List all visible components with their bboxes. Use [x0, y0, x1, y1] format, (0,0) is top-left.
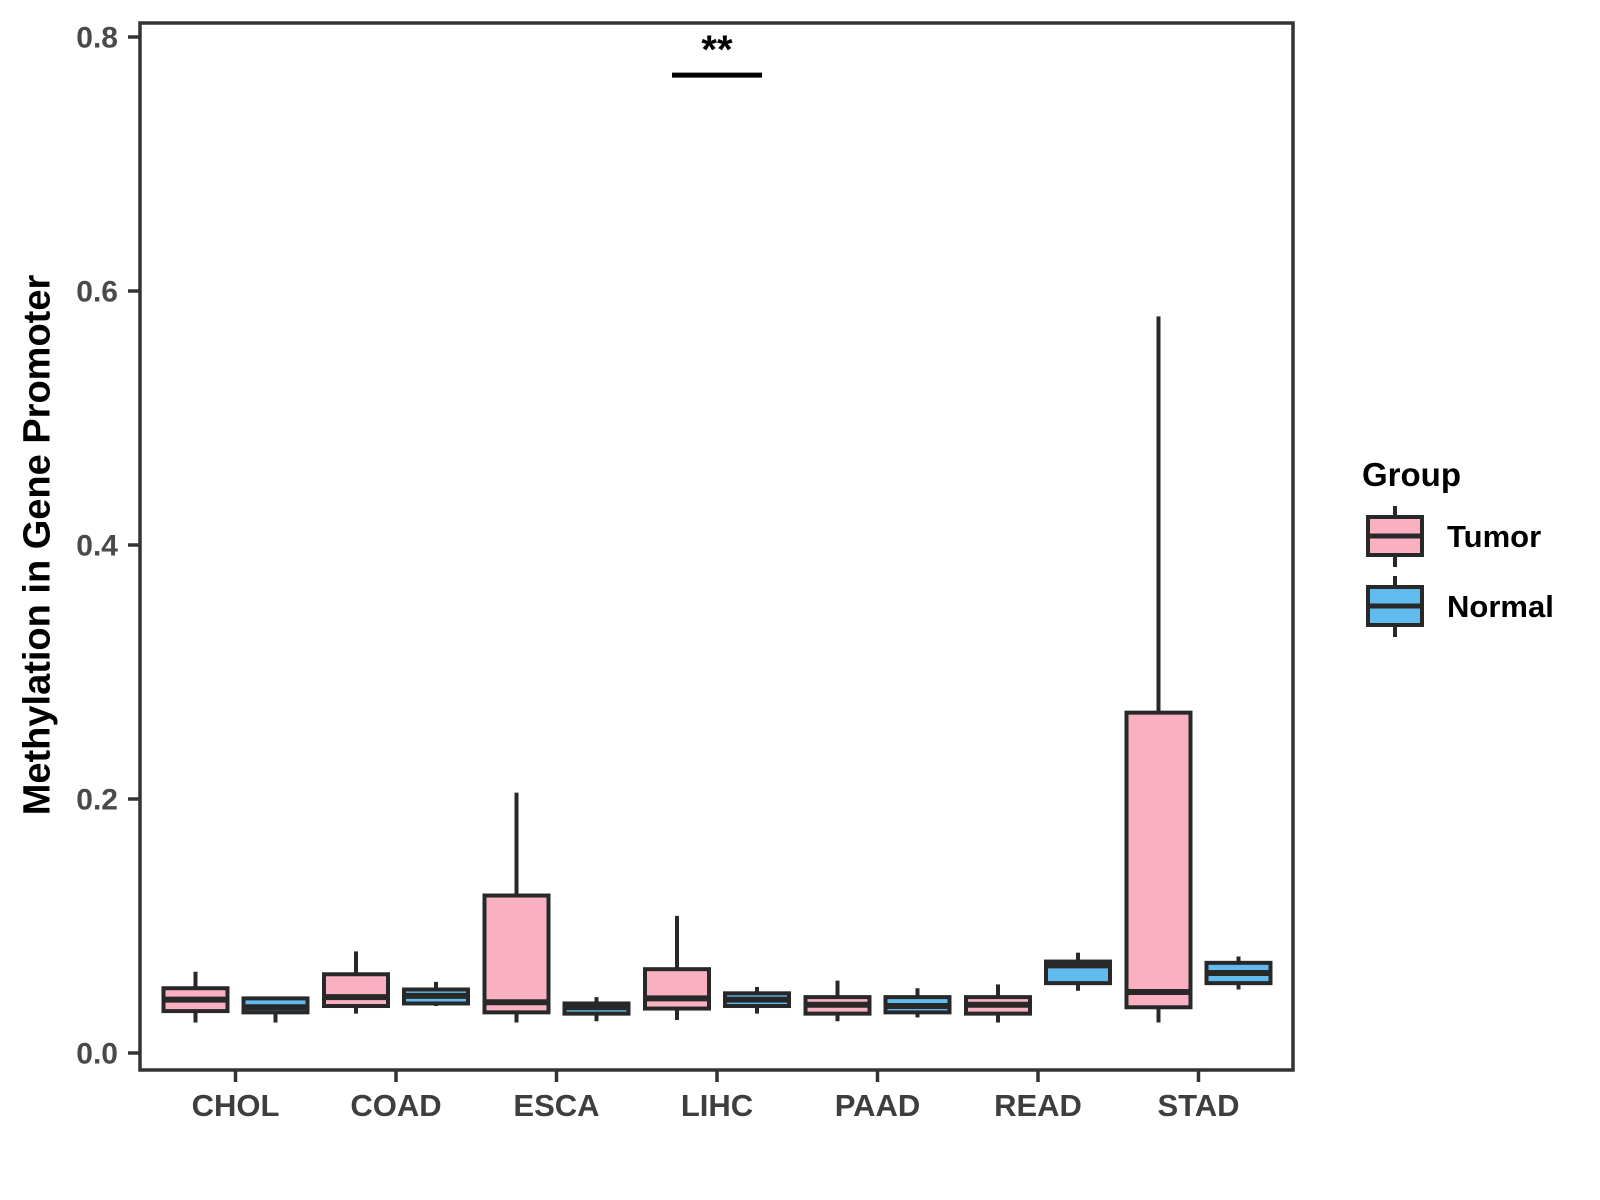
x-tick-label-paad: PAAD — [835, 1088, 921, 1123]
x-tick-label-chol: CHOL — [192, 1088, 280, 1123]
boxplot-paad-normal — [883, 988, 952, 1018]
boxplot-read-normal — [1044, 952, 1112, 991]
box — [482, 893, 551, 1015]
boxplot-esca-normal — [562, 997, 631, 1022]
legend-label-tumor: Tumor — [1447, 519, 1541, 554]
box — [643, 967, 711, 1011]
boxplot-coad-normal — [402, 981, 470, 1007]
boxplot-stad-normal — [1204, 956, 1273, 990]
box — [1124, 710, 1193, 1010]
boxplot-stad-tumor — [1124, 316, 1193, 1023]
x-tick-label-read: READ — [994, 1088, 1082, 1123]
legend-keys — [1366, 506, 1424, 637]
panel-border — [138, 21, 1295, 1072]
boxplot-read-tumor — [964, 984, 1032, 1023]
boxplot-paad-tumor — [803, 980, 872, 1022]
y-tick-label: 0.4 — [76, 530, 118, 563]
significance-label: ** — [701, 28, 733, 72]
legend-label-normal: Normal — [1447, 589, 1554, 624]
boxplot-lihc-tumor — [643, 915, 711, 1020]
x-tick-label-stad: STAD — [1157, 1088, 1239, 1123]
x-tick-label-esca: ESCA — [513, 1088, 599, 1123]
box — [322, 972, 390, 1009]
y-tick-label: 0.6 — [76, 276, 118, 309]
boxplot-coad-tumor — [322, 951, 390, 1014]
x-tick-label-coad: COAD — [350, 1088, 441, 1123]
boxplot-chol-normal — [241, 996, 310, 1023]
boxplot-chol-tumor — [161, 971, 230, 1023]
significance-annotation: ** — [672, 28, 762, 78]
y-tick-label: 0.2 — [76, 784, 118, 817]
x-tick-label-lihc: LIHC — [681, 1088, 753, 1123]
plot-panel: 0.0 0.2 0.4 0.6 0.8 CHOL COAD ESCA LIHC PAAD READ S… — [76, 21, 1295, 1123]
legend: Group Tumor Normal — [1362, 456, 1554, 637]
legend-title: Group — [1362, 456, 1461, 493]
y-tick-label: 0.8 — [76, 22, 118, 55]
boxplot-lihc-normal — [723, 986, 791, 1014]
legend-key-normal — [1366, 576, 1424, 637]
y-axis-title: Methylation in Gene Promoter — [16, 275, 58, 816]
y-tick-label: 0.0 — [76, 1038, 118, 1071]
boxplot-esca-tumor — [482, 792, 551, 1023]
legend-key-tumor — [1366, 506, 1424, 567]
